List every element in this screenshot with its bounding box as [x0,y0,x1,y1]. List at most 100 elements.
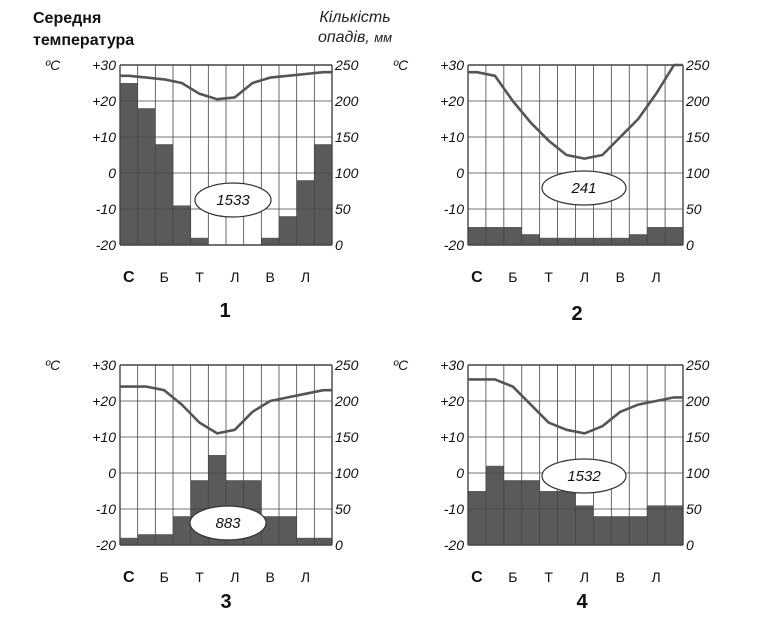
month-label: Б [508,269,517,285]
temperature-title-line2: температура [33,32,135,49]
precipitation-bar [665,227,683,245]
chart-number: 2 [571,303,582,325]
month-label: Л [301,269,310,285]
precipitation-tick-label: 200 [334,393,359,409]
month-label: Л [652,569,661,585]
climate-chart-3: +30 250 +20 200 +10 150 0 100 -10 50 -20 0 ºС 883 С Б Т Л… [45,357,359,613]
month-label: Б [160,269,169,285]
temperature-unit-label: ºС [393,357,409,373]
precipitation-bar [120,537,138,545]
annual-total-badge [189,505,267,541]
precipitation-bar [575,505,594,545]
precipitation-bar [629,234,648,245]
precipitation-tick-label: 100 [686,465,710,481]
month-label: В [265,269,274,285]
temperature-line [120,70,332,101]
month-label: Б [160,569,169,585]
month-label: Л [580,269,589,285]
precipitation-tick-label: 0 [335,237,343,253]
precipitation-bar [503,227,522,245]
temperature-tick-label: -10 [96,501,116,517]
annual-total-badge [541,458,627,494]
precipitation-bar [521,480,540,545]
temperature-tick-label: -10 [96,201,116,217]
precipitation-tick-label: 50 [686,201,702,217]
precipitation-bar [503,480,522,545]
month-label: Т [195,569,204,585]
precipitation-bar [173,516,191,545]
precipitation-axis-title: Кількість опадів, мм [300,8,410,48]
annual-total-label: 241 [570,180,596,197]
precipitation-tick-label: 150 [686,129,710,145]
month-label: В [616,569,625,585]
temperature-tick-label: +10 [92,429,116,445]
precipitation-bar [279,216,297,245]
precipitation-bar [155,534,173,545]
precipitation-tick-label: 0 [686,537,694,553]
annual-total-badge [541,170,627,206]
temperature-tick-label: 0 [456,465,464,481]
temperature-tick-label: +20 [92,93,116,109]
temperature-line [468,63,683,160]
precipitation-tick-label: 100 [335,165,359,181]
precipitation-tick-label: 50 [335,501,351,517]
temperature-tick-label: 0 [456,165,464,181]
precipitation-bar [485,465,504,545]
precipitation-tick-label: 100 [686,165,710,181]
precipitation-unit: мм [374,30,393,45]
temperature-tick-label: +10 [92,129,116,145]
annual-total-label: 883 [215,515,241,532]
month-label: Л [230,569,239,585]
temperature-tick-label: +30 [440,357,464,373]
month-label: Л [580,569,589,585]
precipitation-bar [557,237,576,245]
precipitation-bar [611,516,630,545]
month-label: Т [544,569,553,585]
month-label: Т [195,269,204,285]
temperature-axis-title: Середня температура [33,8,134,52]
month-label: Б [508,569,517,585]
precipitation-bar [647,227,666,245]
temperature-tick-label: +20 [440,393,464,409]
precipitation-tick-label: 150 [335,129,359,145]
precipitation-bar [261,237,279,245]
month-label: Л [301,569,310,585]
precipitation-bar [155,144,173,245]
chart-number: 4 [576,591,588,613]
precipitation-bar [539,237,558,245]
precipitation-bar [468,491,486,545]
annual-total-label: 1532 [567,468,601,485]
temperature-tick-label: -20 [444,237,464,253]
month-label: С [471,569,483,586]
precipitation-bar [296,537,315,545]
temperature-tick-label: -10 [444,201,464,217]
climate-chart-2: +30 250 +20 200 +10 150 0 100 -10 50 -20 0 ºС 241 С Б Т Л… [393,57,710,325]
temperature-unit-label: ºС [45,357,61,373]
temperature-line [120,385,332,435]
precipitation-bar [137,534,156,545]
temperature-tick-label: 0 [108,165,116,181]
annual-total-label: 1533 [216,192,250,209]
precipitation-tick-label: 150 [686,429,710,445]
precipitation-bar [296,180,315,245]
temperature-tick-label: 0 [108,465,116,481]
precipitation-tick-label: 200 [334,93,359,109]
precipitation-tick-label: 250 [685,357,710,373]
precipitation-bar [629,516,648,545]
precipitation-bar [468,227,486,245]
month-label: Т [544,269,553,285]
temperature-tick-label: +30 [440,57,464,73]
temperature-tick-label: -20 [444,537,464,553]
temperature-tick-label: +10 [440,129,464,145]
precipitation-tick-label: 250 [685,57,710,73]
temperature-tick-label: -10 [444,501,464,517]
temperature-tick-label: -20 [96,537,116,553]
precipitation-bar [575,237,594,245]
month-label: В [265,569,274,585]
precipitation-title-line1: Кількість [319,9,391,26]
precipitation-tick-label: 50 [335,201,351,217]
precipitation-bar [647,505,666,545]
precipitation-tick-label: 50 [686,501,702,517]
precipitation-tick-label: 250 [334,57,359,73]
